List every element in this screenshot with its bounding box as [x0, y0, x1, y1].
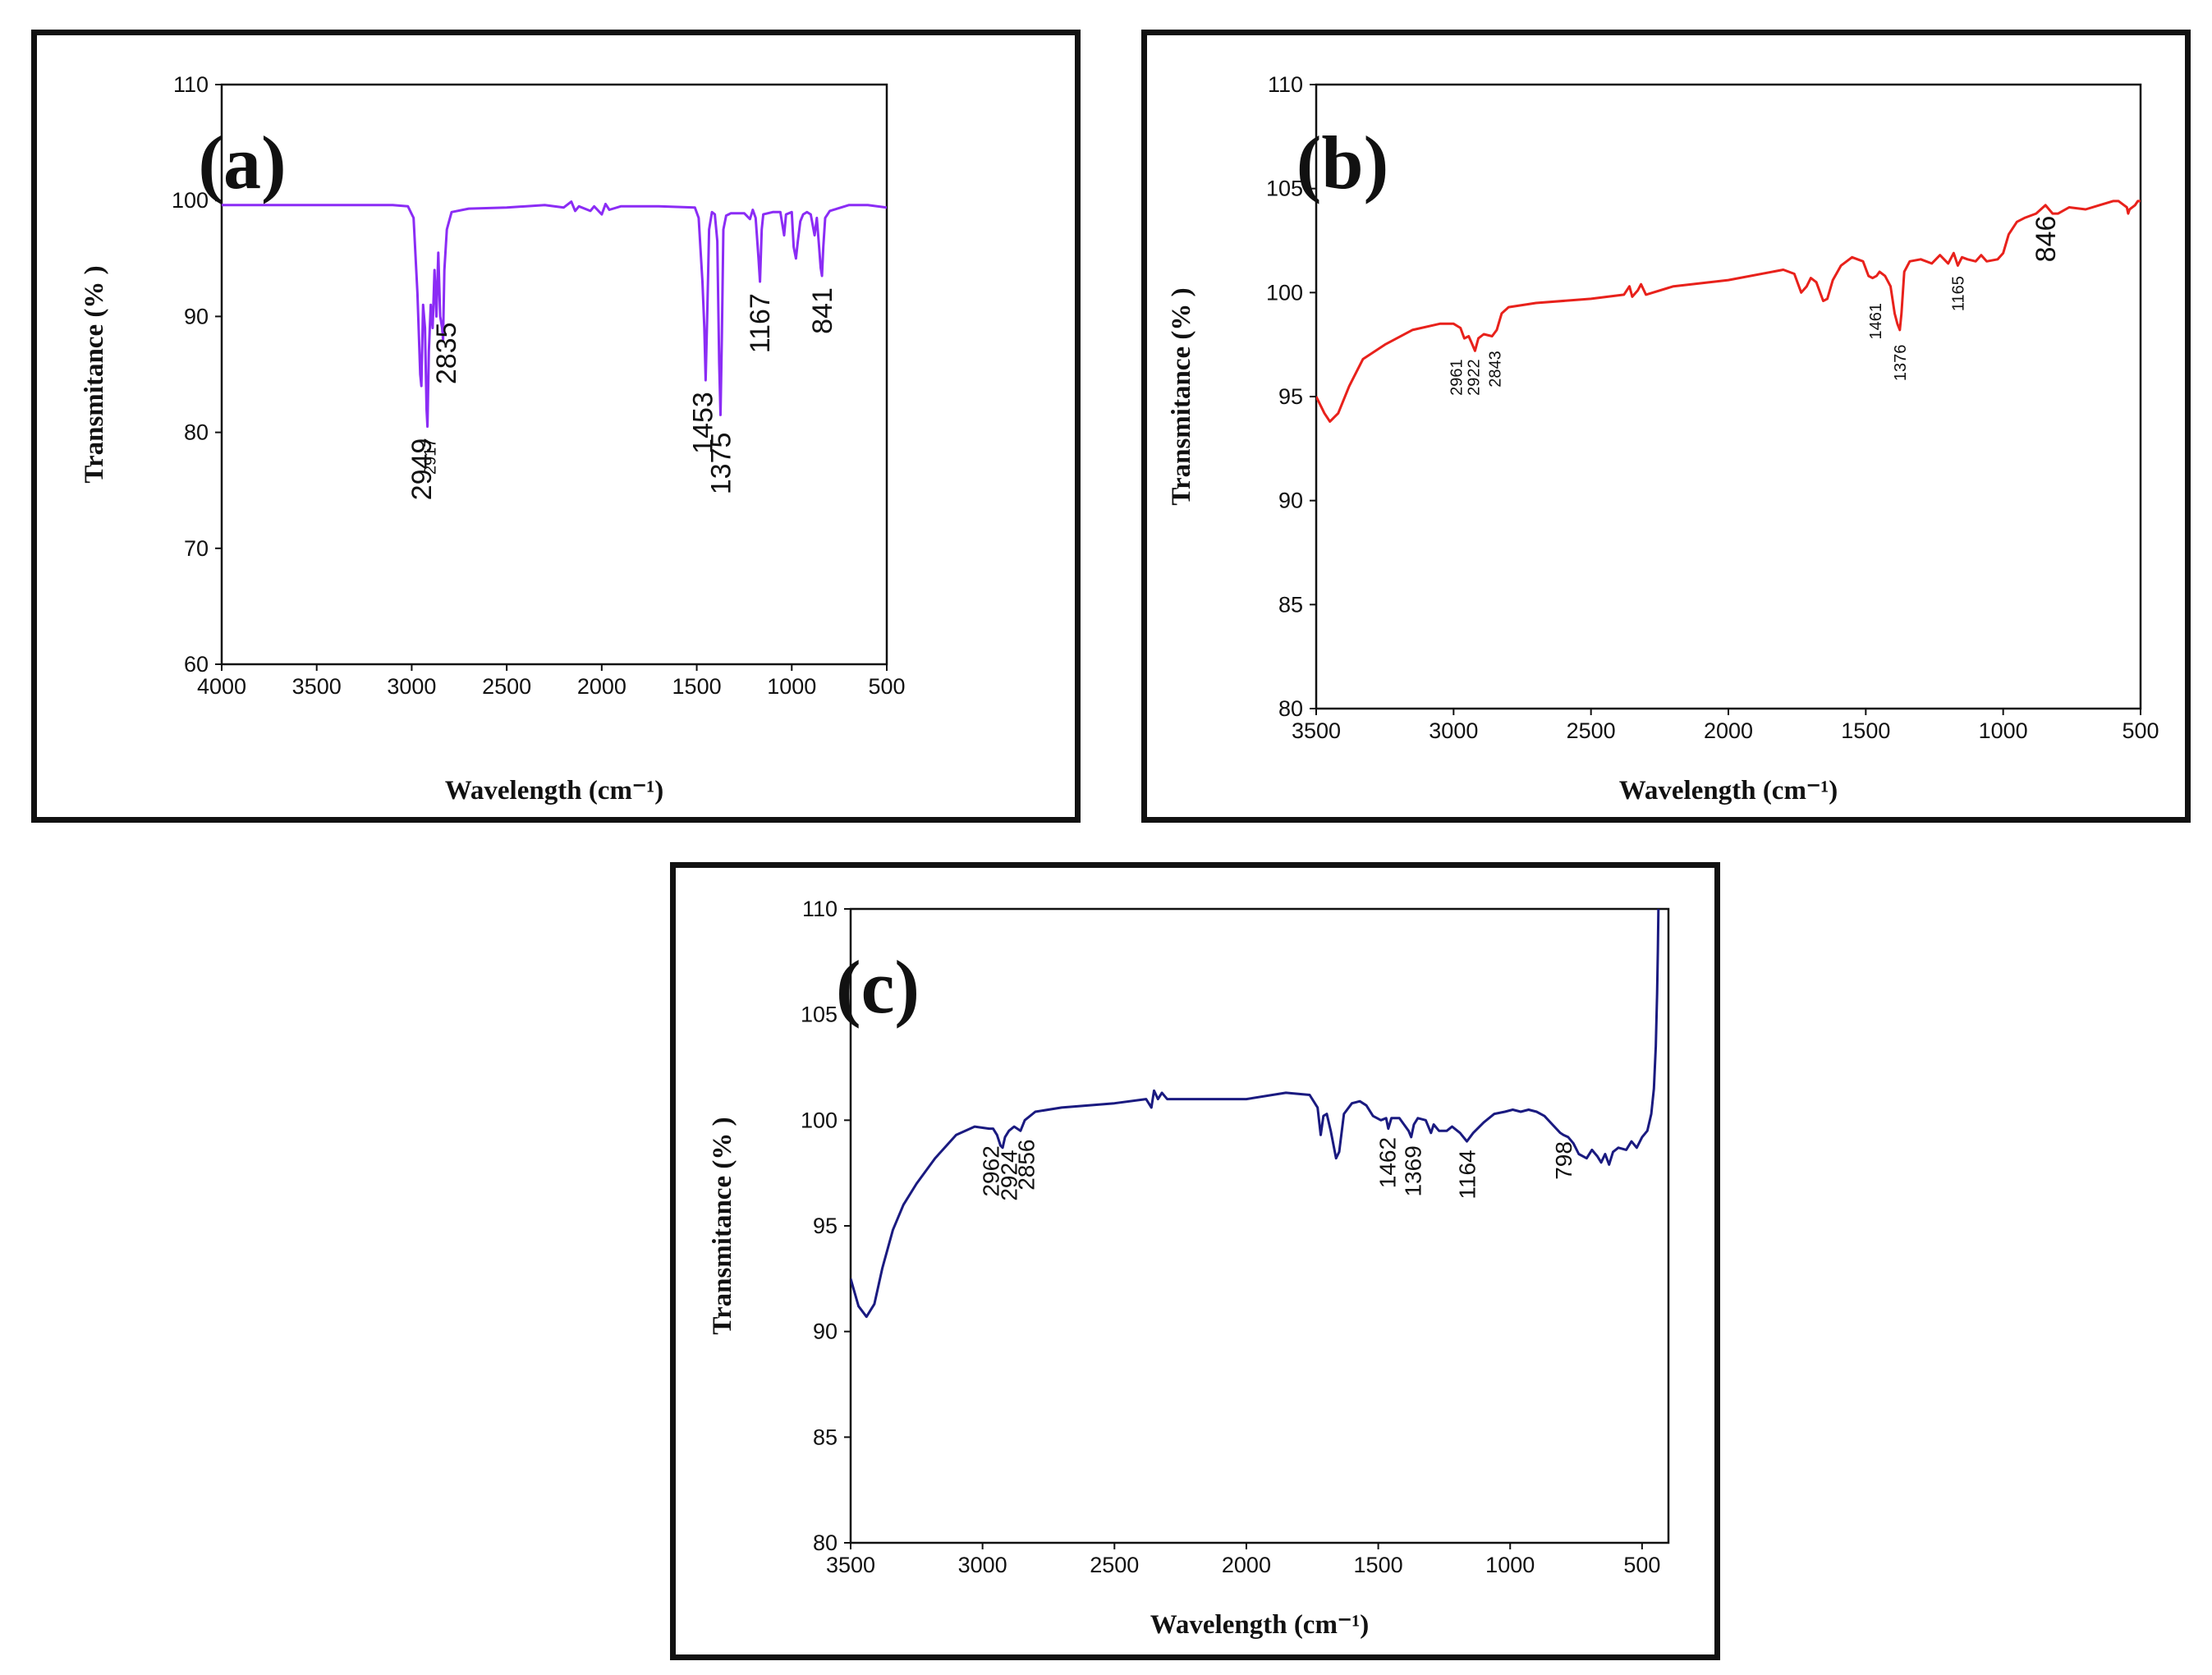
y-tick-label-b: 90	[1278, 489, 1303, 513]
y-tick-label-a: 70	[184, 536, 209, 561]
x-tick-label-a: 500	[868, 674, 905, 699]
peak-label-b: 1376	[1892, 345, 1910, 382]
peak-label-a: 841	[807, 287, 838, 334]
x-tick-label-c: 3500	[826, 1553, 875, 1577]
x-tick-label-a: 3000	[387, 674, 436, 699]
panel-c: 3500 3000 2500 2000 1500 1000 500 80 85 90 95 100 10…	[670, 862, 1720, 1660]
chart-b: 3500 3000 2500 2000 1500 1000 500 80 85 90 95 100 10…	[1167, 72, 2159, 805]
x-tick-label-a: 2000	[577, 674, 626, 699]
peak-label-a: 1167	[745, 293, 776, 353]
panel-label-c: (c)	[836, 945, 920, 1029]
y-axis-title-b: Transmitance (% )	[1167, 287, 1196, 505]
peak-label-c: 1462	[1375, 1137, 1401, 1188]
peak-label-c: 2962	[979, 1145, 1004, 1196]
peak-label-a: 2917	[421, 438, 439, 475]
y-tick-label-a: 60	[184, 652, 209, 677]
peak-label-b: 2922	[1465, 359, 1483, 396]
panel-label-b: (b)	[1296, 121, 1388, 204]
peak-label-c: 2856	[1013, 1139, 1039, 1190]
x-tick-label-a: 4000	[197, 674, 246, 699]
x-axis-title-a: Wavelength (cm⁻¹)	[445, 776, 664, 805]
y-axis-title-a: Transmitance (% )	[80, 265, 109, 483]
y-tick-label-b: 100	[1266, 280, 1303, 305]
series-line-c	[851, 908, 1660, 1319]
peak-label-c: 1164	[1454, 1150, 1480, 1199]
y-tick-label-c: 105	[801, 1003, 838, 1027]
x-tick-label-b: 1000	[1979, 718, 2028, 743]
y-tick-label-b: 80	[1278, 696, 1303, 721]
series-line-a	[222, 200, 887, 428]
x-tick-label-a: 1500	[672, 674, 722, 699]
x-tick-label-a: 3500	[292, 674, 342, 699]
plot-frame-a	[220, 83, 888, 666]
x-tick-label-a: 1000	[767, 674, 816, 699]
x-tick-label-c: 2500	[1090, 1553, 1139, 1577]
peak-label-b: 1165	[1949, 276, 1967, 311]
y-tick-label-a: 80	[184, 420, 209, 445]
x-tick-label-c: 500	[1623, 1553, 1660, 1577]
plot-frame-b	[1315, 83, 2142, 710]
x-axis-title-b: Wavelength (cm⁻¹)	[1619, 776, 1838, 805]
panel-a: 4000 3500 3000 2500 2000 1500 1000 500 60 70 80 90 1…	[31, 30, 1081, 823]
y-tick-label-a: 110	[173, 72, 209, 97]
x-tick-label-c: 1500	[1354, 1553, 1403, 1577]
y-tick-label-c: 110	[802, 897, 838, 921]
y-tick-label-c: 90	[813, 1319, 838, 1344]
x-tick-label-b: 3500	[1292, 718, 1341, 743]
x-tick-label-b: 2000	[1704, 718, 1753, 743]
y-tick-label-b: 85	[1278, 592, 1303, 617]
y-tick-label-a: 90	[184, 304, 209, 328]
series-line-b	[1316, 200, 2141, 423]
y-axis-title-c: Transmitance (% )	[708, 1117, 737, 1334]
x-tick-label-c: 1000	[1485, 1553, 1535, 1577]
x-tick-label-b: 3000	[1429, 718, 1478, 743]
y-tick-label-b: 95	[1278, 384, 1303, 409]
panel-label-a: (a)	[198, 121, 286, 204]
x-tick-label-b: 1500	[1841, 718, 1890, 743]
x-tick-label-c: 2000	[1222, 1553, 1271, 1577]
peak-label-a: 1453	[687, 392, 718, 454]
peak-label-c: 798	[1551, 1141, 1576, 1180]
y-tick-label-b: 105	[1266, 177, 1303, 201]
x-tick-label-a: 2500	[482, 674, 531, 699]
y-tick-label-c: 95	[813, 1214, 838, 1238]
peak-label-a: 2835	[431, 322, 462, 384]
x-tick-label-b: 2500	[1567, 718, 1616, 743]
peak-label-c: 1369	[1400, 1145, 1425, 1196]
plot-frame-c	[849, 907, 1670, 1544]
chart-a: 4000 3500 3000 2500 2000 1500 1000 500 60 70 80 90 1…	[80, 72, 906, 805]
y-tick-label-c: 80	[813, 1530, 838, 1555]
peak-label-a: 1375	[705, 433, 737, 495]
panel-b: 3500 3000 2500 2000 1500 1000 500 80 85 90 95 100 10…	[1141, 30, 2191, 823]
y-tick-label-a: 100	[172, 188, 209, 213]
peak-label-b: 2961	[1448, 359, 1466, 396]
peak-label-b: 846	[2031, 216, 2062, 263]
y-tick-label-c: 100	[801, 1108, 838, 1132]
x-tick-label-c: 3000	[958, 1553, 1007, 1577]
x-tick-label-b: 500	[2122, 718, 2159, 743]
peak-label-b: 2843	[1487, 351, 1505, 388]
x-axis-title-c: Wavelength (cm⁻¹)	[1150, 1610, 1370, 1640]
y-tick-label-b: 110	[1268, 72, 1303, 97]
y-tick-label-c: 85	[813, 1425, 838, 1449]
peak-label-b: 1461	[1867, 303, 1885, 340]
chart-c: 3500 3000 2500 2000 1500 1000 500 80 85 90 95 100 10…	[708, 897, 1670, 1640]
peak-label-a: 2949	[406, 438, 438, 501]
peak-label-c: 2924	[997, 1150, 1022, 1200]
